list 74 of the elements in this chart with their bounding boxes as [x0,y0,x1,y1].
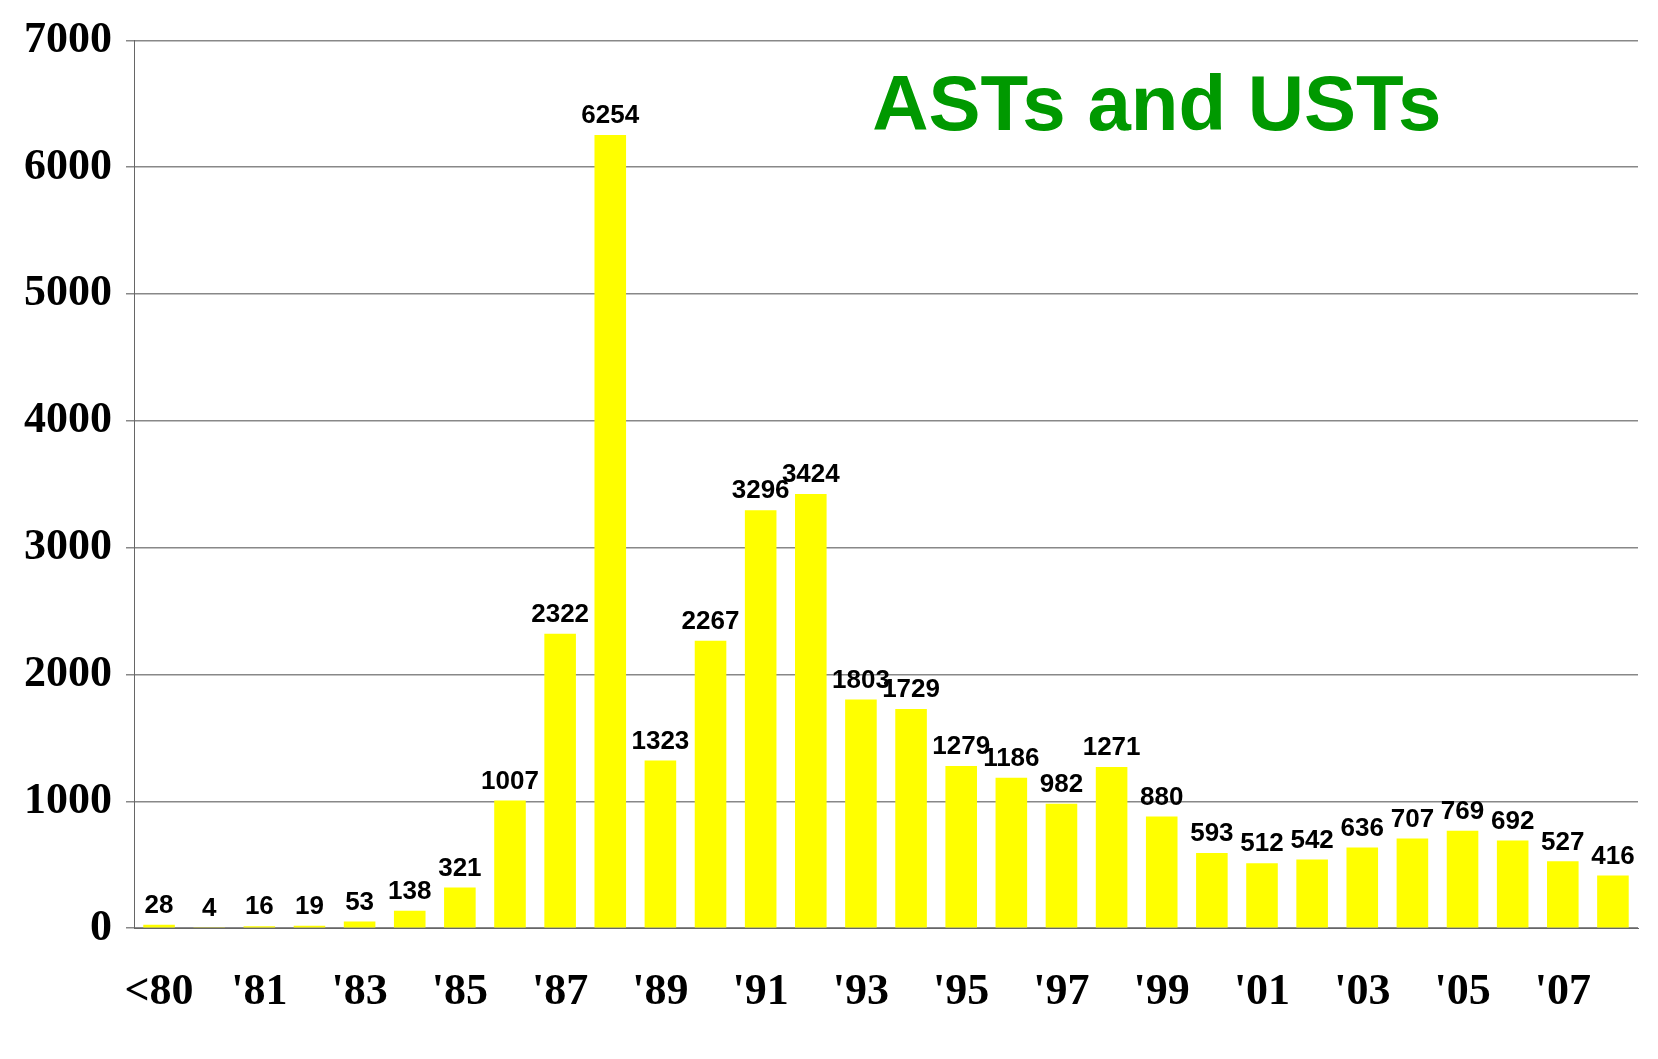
data-label: 4 [201,891,217,922]
data-label: 2322 [531,597,590,628]
y-tick-label: 3000 [24,520,112,570]
x-tick-label: '87 [532,964,589,1014]
x-tick-label: <80 [124,964,194,1014]
x-tick-label: '99 [1133,964,1190,1014]
x-tick-label: '91 [732,964,789,1014]
bar [594,135,627,928]
data-label: 416 [1591,839,1635,870]
data-label: 527 [1541,825,1585,856]
x-tick-label: '85 [431,964,488,1014]
bar [1296,859,1328,928]
bar [845,699,877,928]
data-label: 28 [144,888,174,919]
bar [1045,803,1078,928]
data-label: 16 [244,890,274,921]
y-tick-label: 7000 [24,12,112,62]
bar [694,640,727,928]
x-tick-label: '07 [1534,964,1591,1014]
bar [995,777,1028,928]
bar [795,493,827,928]
bar [1396,838,1429,928]
bar [744,510,777,928]
x-tick-label: '81 [231,964,288,1014]
x-tick-label: '97 [1033,964,1090,1014]
bar [945,765,977,928]
bar [1496,840,1529,928]
data-label: 53 [345,885,375,916]
data-label: 880 [1140,780,1184,811]
bar [494,800,526,928]
data-label: 321 [438,851,482,882]
data-label: 1323 [631,724,690,755]
y-tick-label: 4000 [24,393,112,443]
chart-title: ASTs and USTs [872,58,1442,147]
bar [644,760,677,928]
x-tick-label: '01 [1233,964,1291,1014]
bar [1246,863,1278,928]
data-label: 542 [1290,823,1334,854]
data-label: 593 [1190,817,1234,848]
data-label: 1271 [1082,731,1141,762]
bar [1145,816,1178,928]
y-tick-label: 0 [90,900,112,950]
data-label: 982 [1039,767,1084,798]
data-label: 769 [1440,794,1485,825]
data-label: 512 [1240,827,1284,858]
x-tick-label: '93 [832,964,890,1014]
y-tick-label: 6000 [24,139,112,189]
y-tick-label: 2000 [24,646,112,696]
bar [895,708,927,928]
bar [1547,861,1579,928]
bar [1196,852,1228,928]
bar [343,921,376,928]
bar [1346,847,1379,928]
data-label: 138 [388,874,432,905]
y-tick-label: 5000 [24,266,112,316]
data-label: 1007 [481,764,539,795]
x-tick-label: '05 [1434,964,1491,1014]
data-label: 2267 [681,604,740,635]
data-label: 636 [1340,811,1384,842]
data-label: 19 [295,889,324,920]
data-label: 707 [1390,802,1435,833]
bar [1446,830,1479,928]
bar [444,887,476,928]
x-tick-label: '03 [1334,964,1391,1014]
y-tick-label: 1000 [24,773,112,823]
bar [393,910,426,928]
bar [1597,875,1629,928]
x-tick-label: '95 [933,964,990,1014]
bar [1095,767,1128,928]
data-label: 692 [1490,804,1535,835]
bar [544,633,576,928]
x-tick-label: '89 [632,964,689,1014]
x-tick-label: '83 [331,964,388,1014]
data-label: 6254 [581,99,640,130]
